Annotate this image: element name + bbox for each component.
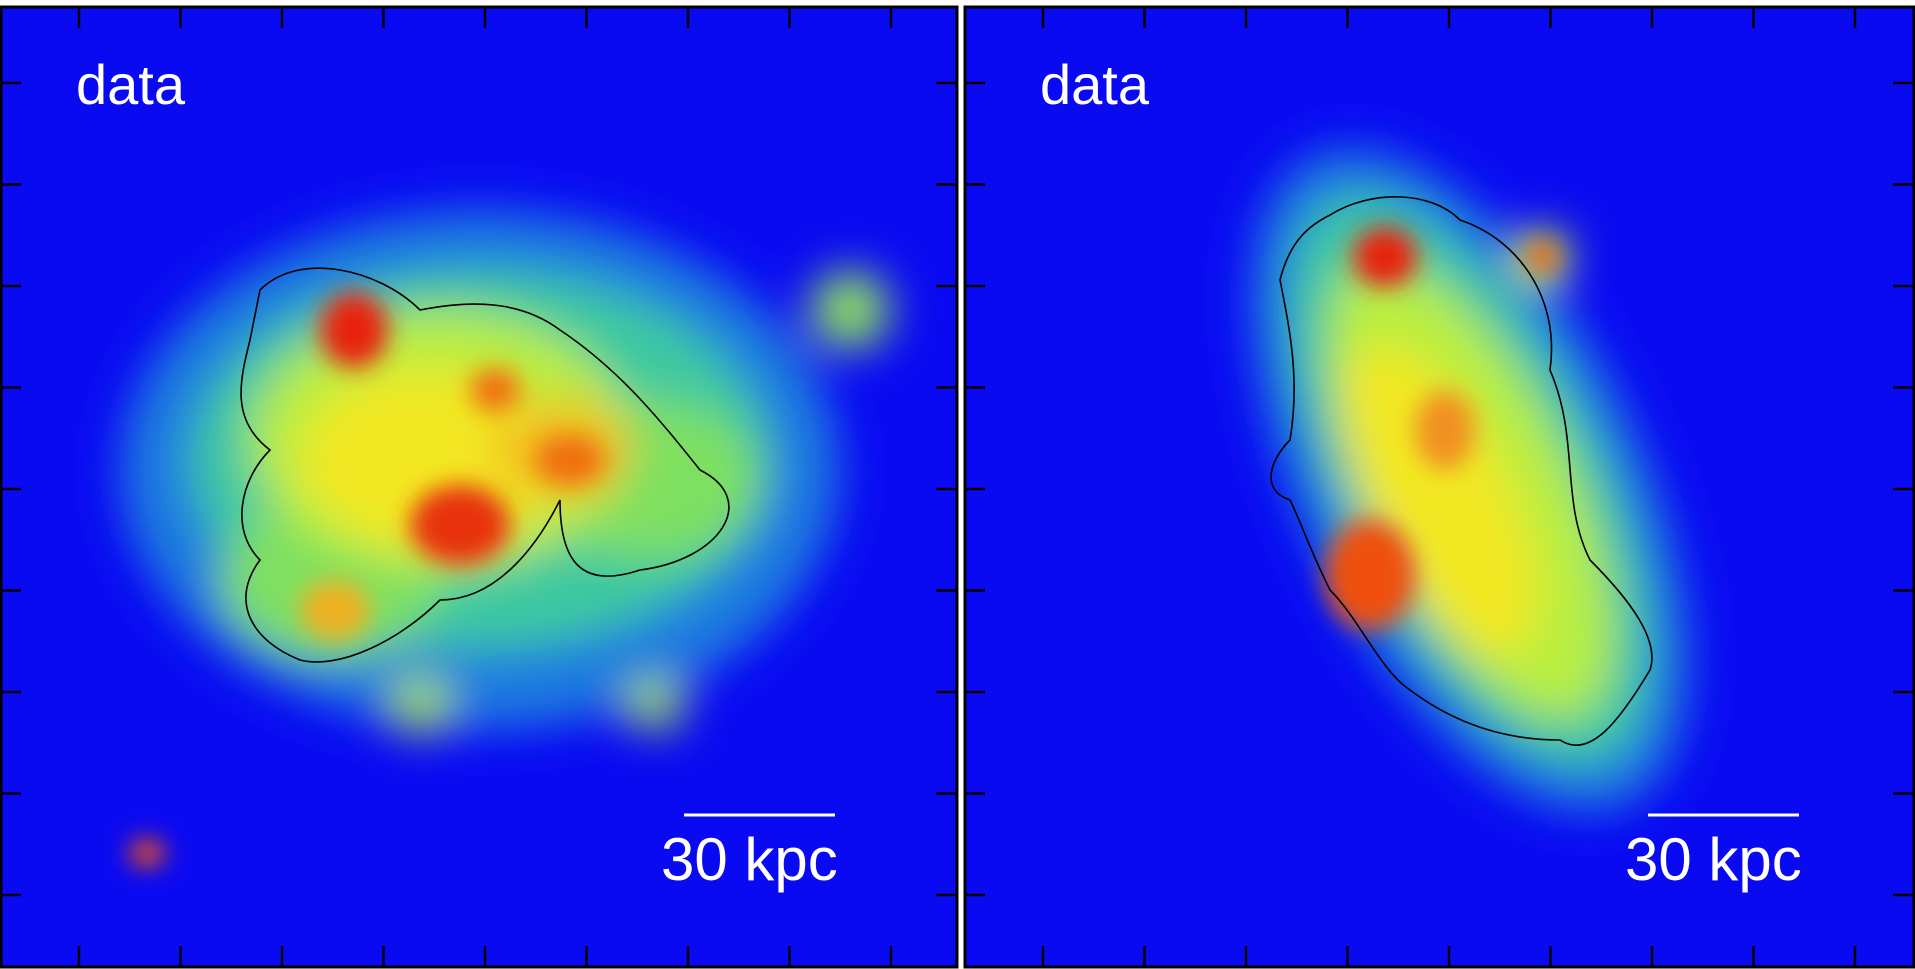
panel-frame (0, 5, 959, 969)
contour (1270, 196, 1653, 746)
contour (240, 267, 730, 663)
panel-label: data (76, 53, 186, 116)
right-panel (966, 8, 1913, 966)
scale-bar-label: 30 kpc (661, 826, 838, 893)
left-panel (2, 8, 956, 966)
ticks (1, 8, 1913, 966)
emission-map (120, 210, 890, 735)
panel-label: data (1040, 53, 1150, 116)
emission-peaks (1325, 227, 1558, 630)
scale-bar-label: 30 kpc (1625, 826, 1802, 893)
emission-map (1250, 147, 1690, 813)
emission-peaks (129, 292, 605, 867)
panel-frame (963, 5, 1915, 969)
